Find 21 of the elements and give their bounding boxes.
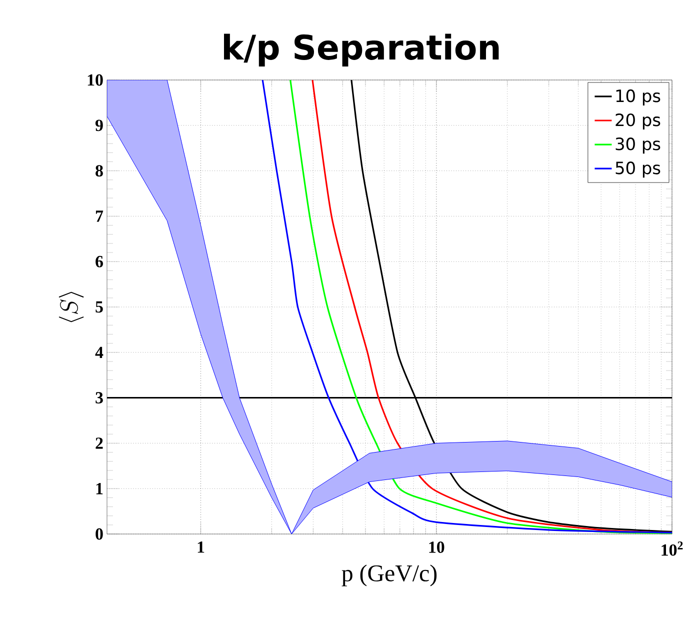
legend-label: 10 ps [616,89,660,106]
y-tick-label: 5 [96,301,103,313]
y-tick-label: 9 [95,120,103,132]
x-tick-label: 10$^{2}$ [662,541,683,556]
y-tick-label: 0 [96,528,103,540]
y-tick-label: 4 [95,346,104,358]
x-tick-label: 10 [429,542,444,553]
y-tick-label: 10 [88,74,103,86]
y-tick-label: 7 [96,210,104,222]
x-axis-title: p (GeV/c) [342,564,437,586]
y-tick-label: 3 [96,392,103,404]
legend-label: 20 ps [616,113,660,130]
chart-title: k/p Separation [224,34,499,67]
legend-label: 30 ps [616,137,660,154]
x-tick-label: 1 [198,541,204,553]
y-tick-label: 1 [96,483,103,494]
y-axis-title: $\langle S \rangle$ [58,292,84,322]
y-tick-label: 2 [96,438,103,449]
y-tick-label: 8 [96,165,103,177]
y-tick-label: 6 [96,256,103,268]
legend-label: 50 ps [616,162,660,178]
